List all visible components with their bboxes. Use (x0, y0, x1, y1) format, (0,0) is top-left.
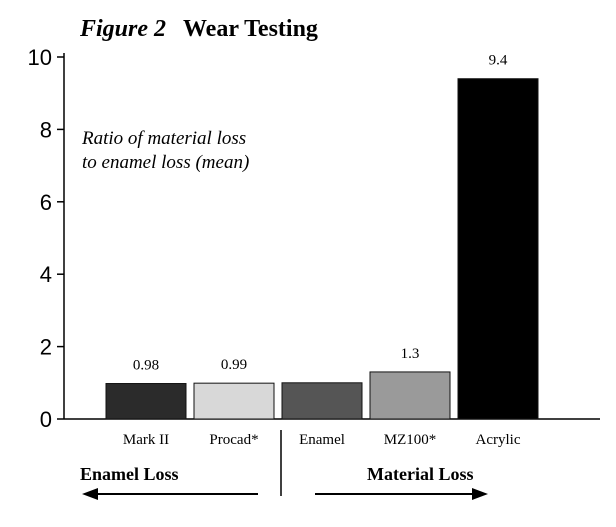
annotation-line-2: to enamel loss (mean) (82, 152, 249, 173)
bar-acrylic (457, 78, 539, 420)
group-label-material-loss: Material Loss (367, 464, 473, 484)
category-label: Procad* (209, 432, 258, 448)
value-label: 0.98 (133, 358, 159, 374)
group-label-enamel-loss: Enamel Loss (80, 464, 179, 484)
bar-mz100 (369, 371, 451, 420)
right-arrow (315, 488, 488, 500)
bar-mark-ii (105, 383, 187, 420)
value-label: 9.4 (489, 53, 508, 69)
y-tick-label: 10 (28, 45, 52, 70)
category-label: Acrylic (476, 432, 521, 448)
annotation-line-1: Ratio of material loss (81, 128, 246, 149)
value-label: 1.3 (401, 346, 420, 362)
bar-procad (193, 382, 275, 420)
y-tick-label: 4 (40, 262, 52, 287)
y-tick-label: 0 (40, 407, 52, 432)
chart-title: Wear Testing (183, 16, 318, 42)
left-arrow (82, 488, 258, 500)
category-label: Enamel (299, 432, 345, 448)
category-label: MZ100* (384, 432, 437, 448)
value-label: 0.99 (221, 357, 247, 373)
bar-enamel (281, 382, 363, 420)
y-tick-label: 8 (40, 117, 52, 142)
category-label: Mark II (123, 432, 169, 448)
y-tick-label: 6 (40, 190, 52, 215)
y-tick-label: 2 (40, 335, 52, 360)
figure-number: Figure 2 (79, 16, 166, 42)
